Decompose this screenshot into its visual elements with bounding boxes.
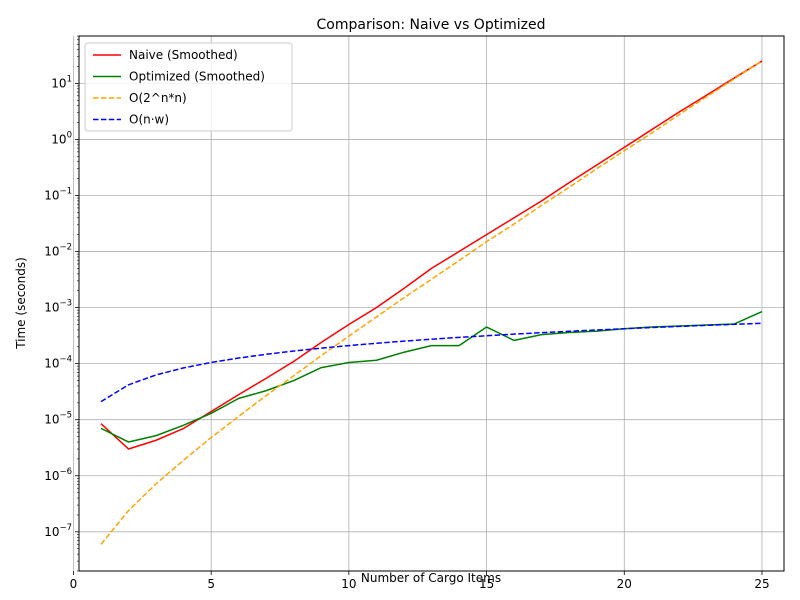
y-tick-exponent: −2 [59,243,72,253]
y-tick-exponent: 0 [67,130,72,140]
legend-label-3: O(n·w) [129,113,169,127]
y-tick-label: 10−3 [44,299,72,315]
series-line-0 [100,60,763,450]
x-tick-label: 20 [617,577,632,591]
series-line-2 [100,60,763,545]
legend-label-2: O(2^n*n) [129,91,187,105]
y-tick-label: 10−7 [44,523,72,539]
x-axis: 0 5 10 15 20 25 [70,571,770,591]
y-tick-base: 10 [44,245,59,259]
grid [73,36,784,571]
legend-label-1: Optimized (Smoothed) [129,70,265,84]
chart-title: Comparison: Naive vs Optimized [317,17,546,33]
y-tick-base: 10 [44,413,59,427]
series-line-3 [100,322,762,403]
x-axis-label: Number of Cargo Items [361,571,501,585]
legend-box [84,42,293,132]
y-tick-label: 10−1 [44,186,72,202]
series-line-1 [100,310,763,443]
x-tick-label: 25 [754,577,769,591]
legend: Naive (Smoothed) Optimized (Smoothed) O(2^… [84,42,293,132]
y-tick-base: 10 [44,357,59,371]
y-tick-label: 10−2 [44,243,72,259]
y-tick-label: 101 [51,74,72,90]
y-tick-exponent: −6 [59,467,72,477]
x-tick-label: 5 [207,577,215,591]
y-tick-exponent: −7 [59,523,72,533]
y-tick-exponent: 1 [67,74,72,84]
y-tick-label: 10−4 [44,355,72,371]
y-tick-base: 10 [44,301,59,315]
y-tick-exponent: −4 [59,355,72,365]
x-tick-label: 10 [341,577,356,591]
y-tick-base: 10 [44,469,59,483]
y-axis-label: Time (seconds) [14,257,28,350]
x-tick-label: 0 [70,577,78,591]
y-tick-exponent: −1 [59,186,72,196]
y-tick-base: 10 [44,188,59,202]
y-tick-label: 100 [51,130,72,146]
y-tick-base: 10 [51,76,66,90]
plot-frame [78,35,785,572]
series-group [100,60,763,545]
y-tick-label: 10−5 [44,411,72,427]
legend-label-0: Naive (Smoothed) [129,48,238,62]
y-tick-label: 10−6 [44,467,72,483]
x-tick-label: 15 [479,577,494,591]
y-tick-base: 10 [51,132,66,146]
y-tick-base: 10 [44,525,59,539]
y-tick-exponent: −3 [59,299,72,309]
y-tick-exponent: −5 [59,411,72,421]
